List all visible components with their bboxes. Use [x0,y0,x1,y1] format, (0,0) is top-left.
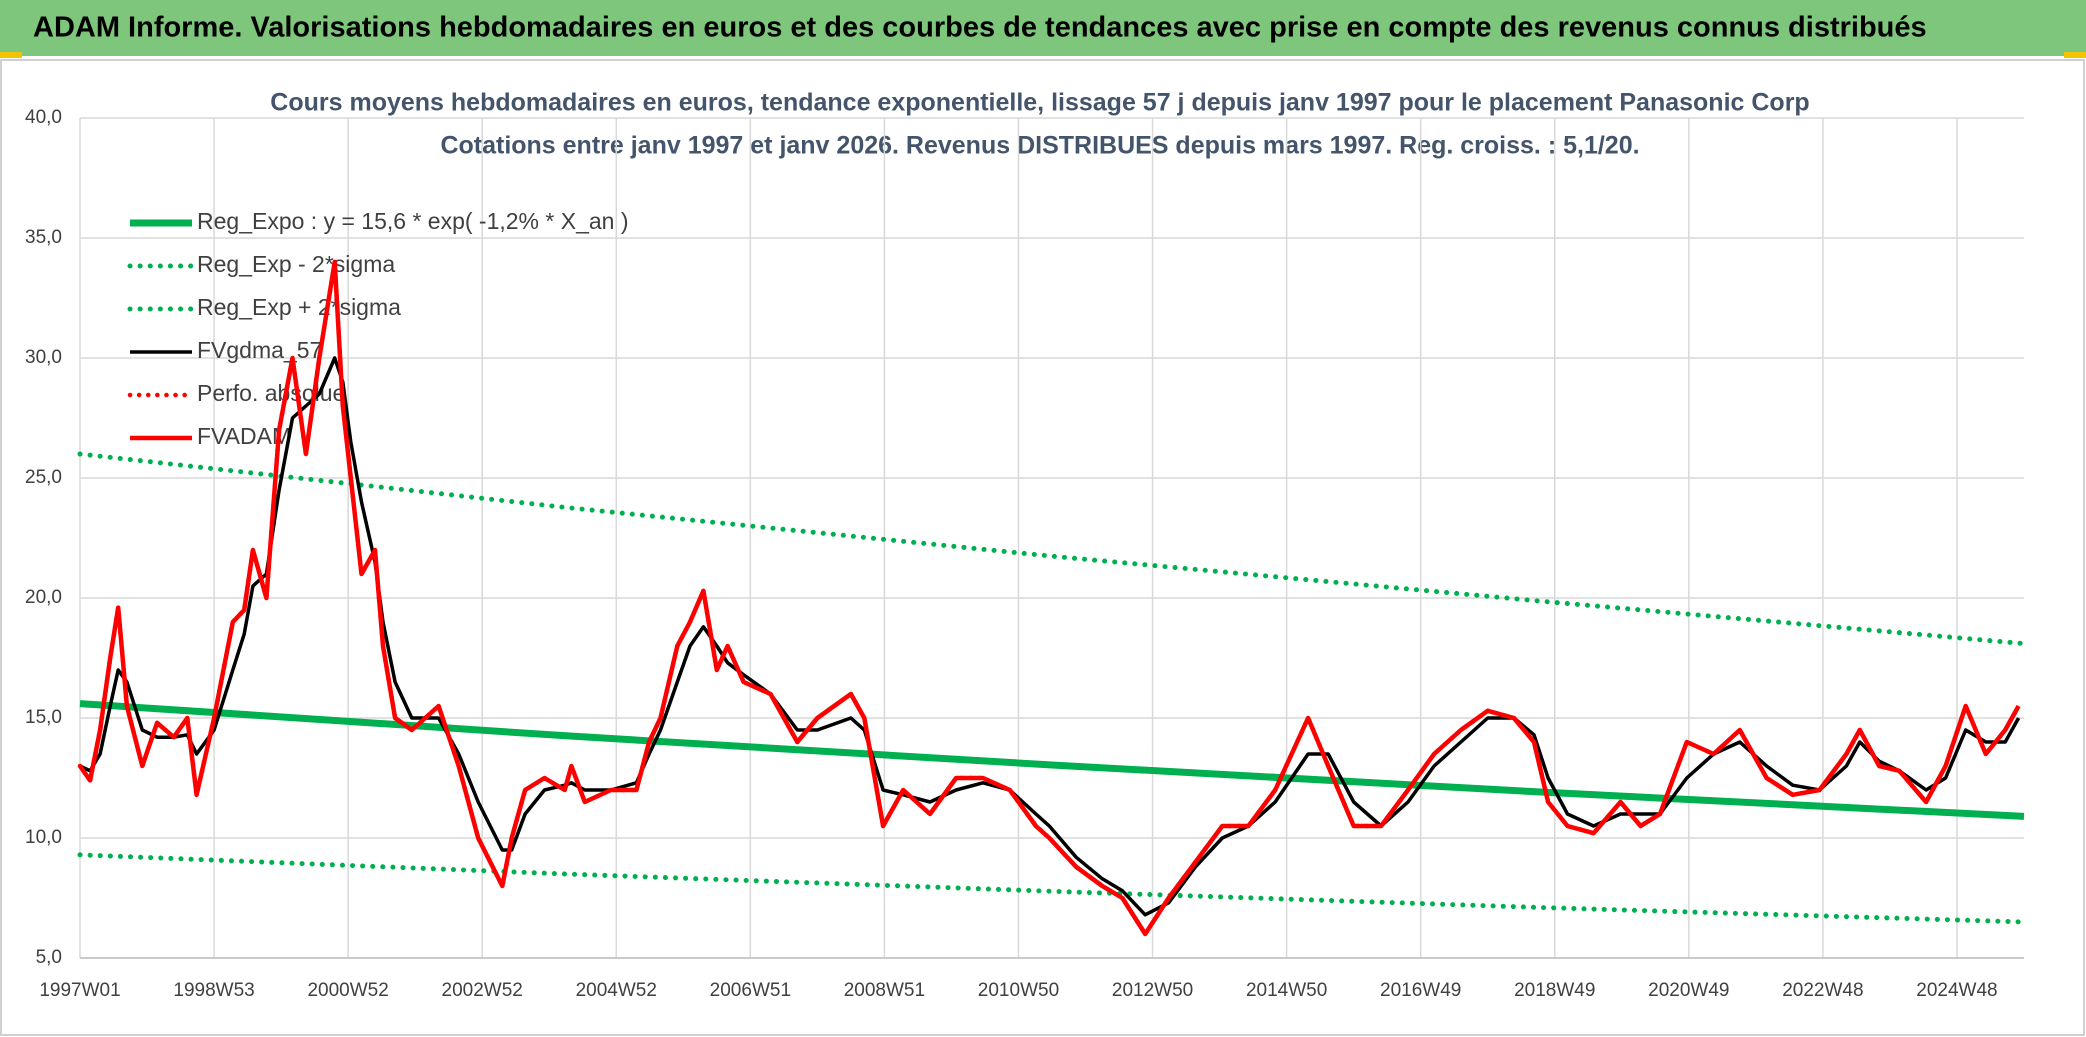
series-line [78,259,2021,937]
banner-bg [0,0,2086,56]
x-tick-label: 2012W50 [1112,980,1193,1001]
y-tick-label: 15,0 [25,707,62,728]
x-tick-label: 2016W49 [1380,980,1461,1001]
x-tick-label: 2000W52 [307,980,388,1001]
legend-label: FVADAM [197,423,291,449]
x-tick-label: 2020W49 [1648,980,1729,1001]
chart-subtitle: Cotations entre janv 1997 et janv 2026. … [440,132,1639,160]
chart-frame [0,59,2085,1036]
y-tick-label: 25,0 [25,467,62,488]
x-tick-label: 2022W48 [1782,980,1863,1001]
chart-title: Cours moyens hebdomadaires en euros, ten… [270,89,1809,117]
y-tick-label: 35,0 [25,227,62,248]
x-tick-label: 2006W51 [710,980,791,1001]
x-tick-label: 2010W50 [978,980,1059,1001]
corner [0,52,22,58]
x-tick-label: 2014W50 [1246,980,1327,1001]
x-tick-label: 1998W53 [173,980,254,1001]
x-tick-label: 2018W49 [1514,980,1595,1001]
banner-title: ADAM Informe. Valorisations hebdomadaire… [33,12,1927,44]
y-tick-label: 10,0 [25,827,62,848]
legend-label: Reg_Exp + 2*sigma [197,294,401,320]
legend-label: Reg_Expo : y = 15,6 * exp( -1,2% * X_an … [197,208,629,234]
y-tick-label: 5,0 [36,947,62,968]
x-tick-label: 1997W01 [39,980,120,1001]
corner [2064,52,2086,58]
x-tick-label: 2008W51 [844,980,925,1001]
x-tick-label: 2024W48 [1916,980,1997,1001]
legend-label: FVgdma_57 [197,337,322,363]
series-line [77,451,2027,647]
legend-label: Reg_Exp - 2*sigma [197,251,395,277]
series-line [77,852,2027,925]
x-tick-label: 2004W52 [576,980,657,1001]
y-tick-label: 40,0 [25,107,62,128]
series-line [79,356,2021,917]
y-tick-label: 20,0 [25,587,62,608]
x-tick-label: 2002W52 [442,980,523,1001]
y-tick-label: 30,0 [25,347,62,368]
